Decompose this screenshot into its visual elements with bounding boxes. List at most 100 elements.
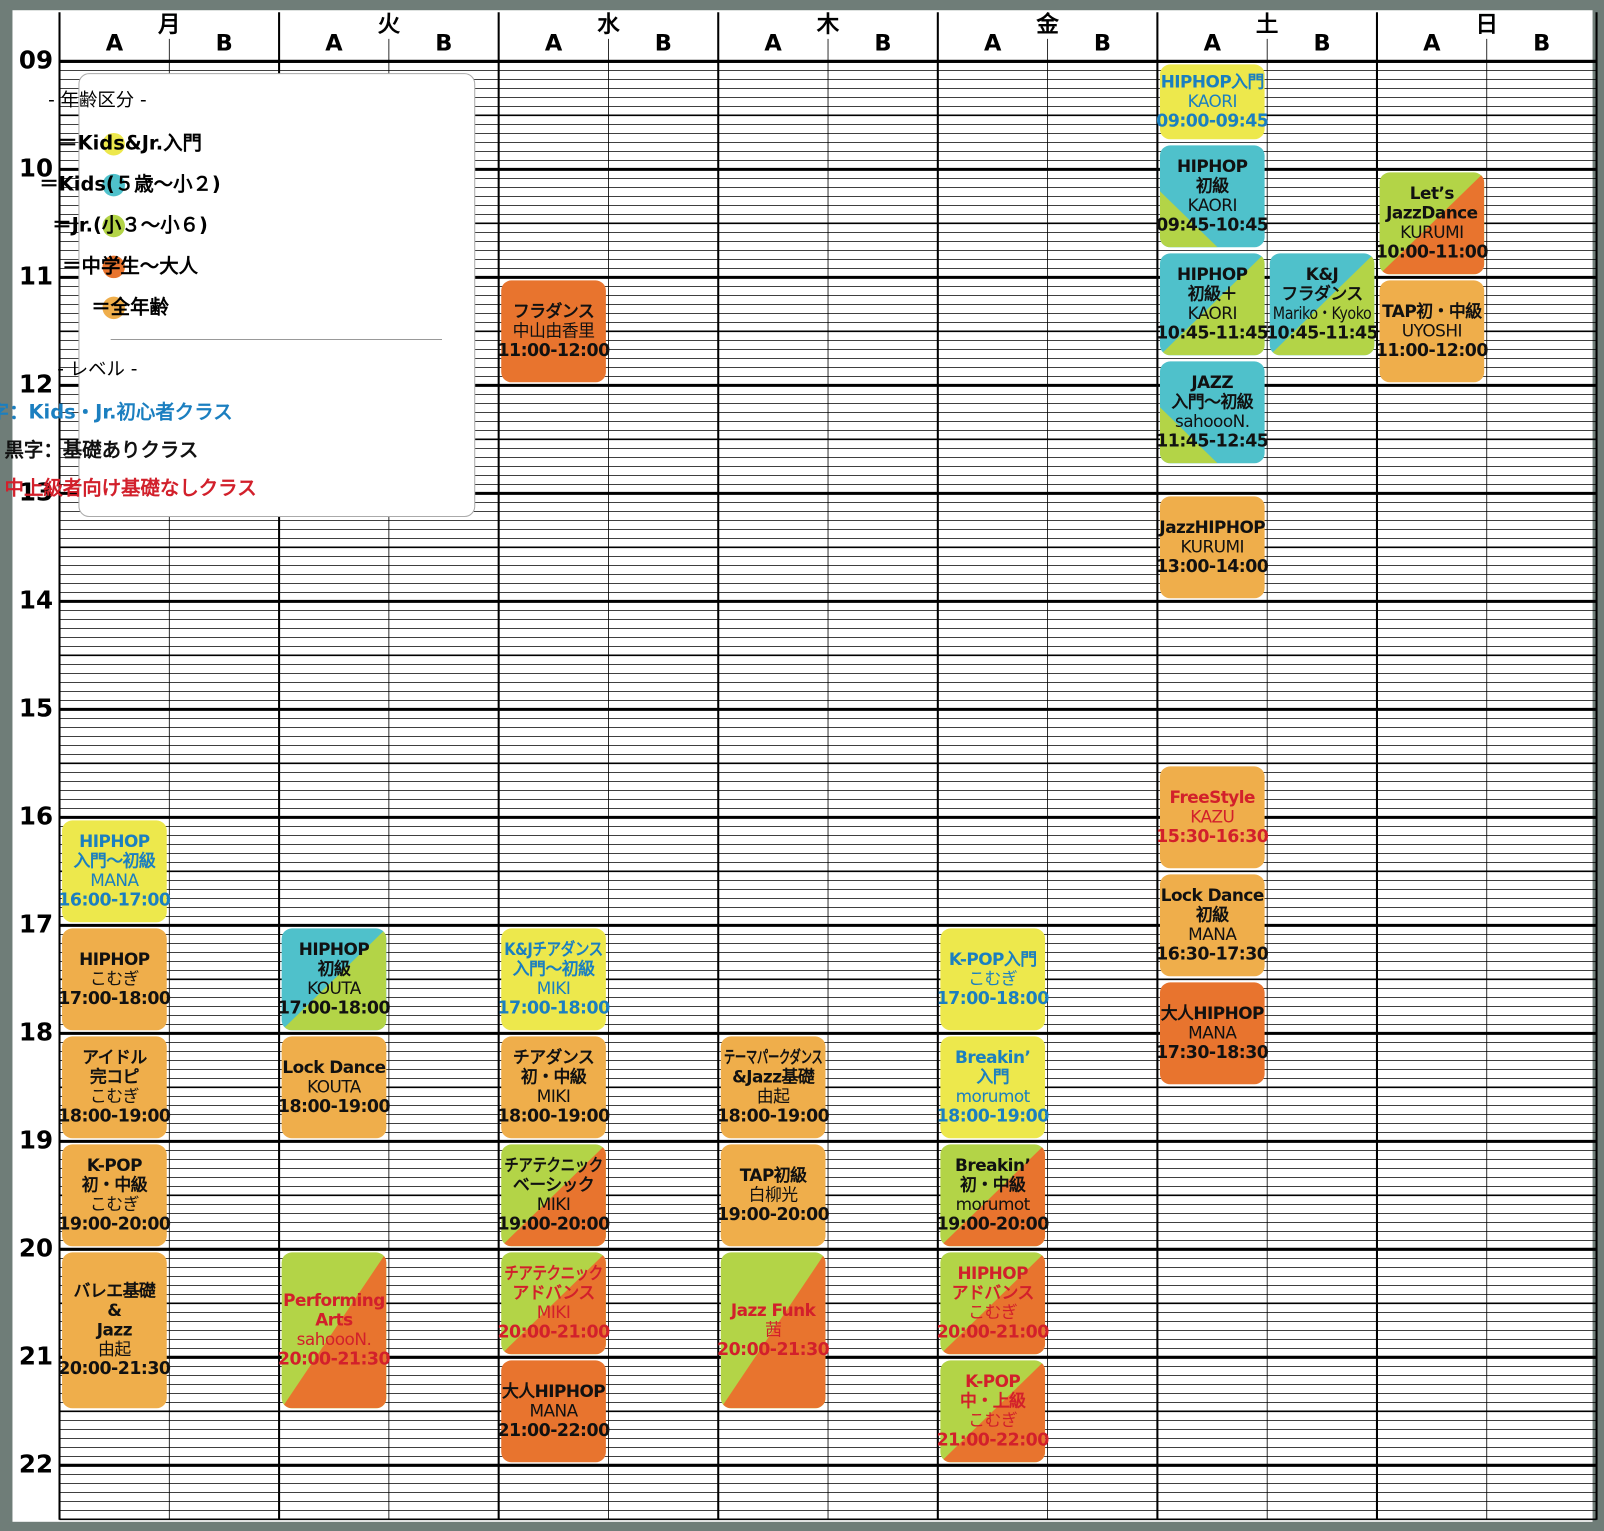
lane-label: A xyxy=(325,30,343,56)
class-title: HIPHOP xyxy=(79,831,150,851)
class-time: 20:00-21:30 xyxy=(278,1349,391,1369)
lane-label: B xyxy=(1314,30,1331,56)
hour-label: 16 xyxy=(19,801,53,830)
class-title: ベーシック xyxy=(513,1175,594,1195)
class-time: 21:00-22:00 xyxy=(497,1421,610,1441)
hour-label: 22 xyxy=(19,1449,53,1478)
legend-label: ＝Kids&Jr.入門 xyxy=(58,132,202,155)
class-title: Let’s xyxy=(1410,183,1455,203)
class-title: 入門〜初級 xyxy=(74,851,156,871)
class-title: テーマパークダンス xyxy=(724,1047,823,1067)
class-instructor: 由起 xyxy=(757,1086,790,1106)
class-box-split xyxy=(1379,172,1485,275)
class-box xyxy=(1159,496,1265,599)
class-time: 10:45-11:45 xyxy=(1156,324,1268,344)
class-box xyxy=(501,1360,606,1463)
class-box xyxy=(1379,280,1485,383)
class-box xyxy=(501,928,606,1031)
lane-label: B xyxy=(1533,30,1550,56)
class-instructor: KOUTA xyxy=(307,1076,362,1096)
class-title: Jazz xyxy=(96,1319,132,1339)
class-time: 11:45-12:45 xyxy=(1156,432,1268,452)
class-box-split xyxy=(1159,407,1218,464)
class-title: フラダンス xyxy=(1281,284,1362,304)
class-time: 10:00-11:00 xyxy=(1376,243,1489,263)
legend-box xyxy=(78,73,476,517)
class-title: 初・中級 xyxy=(960,1175,1026,1195)
lane-label: B xyxy=(216,30,233,56)
lane-label: B xyxy=(874,30,891,56)
class-box xyxy=(1159,982,1265,1085)
class-title: HIPHOP xyxy=(1177,264,1248,284)
class-box-split xyxy=(940,1252,1046,1355)
day-name: 水 xyxy=(597,12,620,38)
class-instructor: こむぎ xyxy=(968,1410,1018,1430)
class-instructor: KURUMI xyxy=(1400,222,1463,242)
class-time: 16:00-17:00 xyxy=(58,890,171,910)
class-title: アドバンス xyxy=(512,1283,594,1303)
hour-label: 09 xyxy=(19,45,53,74)
hour-label: 20 xyxy=(19,1233,53,1262)
class-title: 初級 xyxy=(1196,176,1229,196)
class-title: Breakin’ xyxy=(955,1155,1030,1175)
class-title: 初・中級 xyxy=(521,1067,587,1087)
class-box xyxy=(62,820,167,923)
class-time: 17:00-18:00 xyxy=(937,989,1050,1009)
legend-label: ＝中学生〜大人 xyxy=(62,254,199,277)
class-time: 11:00-12:00 xyxy=(1376,341,1489,361)
lane-label: A xyxy=(1204,30,1222,56)
class-title: TAP初・中級 xyxy=(1382,301,1482,321)
legend-swatch xyxy=(102,214,125,238)
lane-label: A xyxy=(764,30,782,56)
legend-swatch xyxy=(102,296,125,320)
class-title: Performing xyxy=(283,1290,385,1310)
legend-label: ＝Kids(５歳〜小２) xyxy=(39,173,220,196)
class-instructor: 中山由香里 xyxy=(513,320,595,340)
class-title: TAP初級 xyxy=(740,1165,807,1185)
hour-label: 12 xyxy=(19,369,53,398)
class-title: &Jazz基礎 xyxy=(732,1067,815,1087)
class-instructor: MIKI xyxy=(537,1194,571,1214)
class-title: アイドル xyxy=(82,1047,147,1067)
class-title: K-POP xyxy=(87,1155,142,1175)
class-time: 13:00-14:00 xyxy=(1156,557,1269,577)
class-box-split xyxy=(1269,253,1375,356)
legend-swatch xyxy=(102,255,125,279)
class-box xyxy=(501,280,606,383)
class-time: 20:00-21:30 xyxy=(58,1359,171,1379)
class-time: 20:00-21:30 xyxy=(717,1340,830,1360)
class-time: 18:00-19:00 xyxy=(497,1106,610,1126)
day-name: 金 xyxy=(1035,11,1059,38)
class-title: K-POP入門 xyxy=(949,949,1037,969)
class-instructor: 白柳光 xyxy=(749,1184,799,1204)
class-box xyxy=(62,928,167,1031)
class-instructor: こむぎ xyxy=(968,1302,1018,1322)
day-name: 日 xyxy=(1476,12,1498,38)
legend-level: 青字：Kids・Jr.初心者クラス xyxy=(0,401,233,424)
class-title: 初・中級 xyxy=(82,1175,148,1195)
class-time: 18:00-19:00 xyxy=(717,1106,830,1126)
class-instructor: morumot xyxy=(956,1086,1031,1106)
hour-label: 15 xyxy=(19,693,53,722)
day-name: 木 xyxy=(816,12,840,38)
class-time: 19:00-20:00 xyxy=(58,1214,171,1234)
class-title: チアテクニック xyxy=(504,1263,603,1283)
class-title: 初級 xyxy=(318,959,351,979)
lane-label: A xyxy=(545,30,563,56)
class-instructor: こむぎ xyxy=(90,1194,140,1214)
class-time: 11:00-12:00 xyxy=(497,341,610,361)
hour-label: 21 xyxy=(19,1341,53,1370)
class-instructor: sahoooN. xyxy=(1175,411,1250,431)
class-time: 16:30-17:30 xyxy=(1156,944,1269,964)
class-instructor: 茜 xyxy=(765,1319,781,1339)
lane-label: B xyxy=(435,30,452,56)
class-title: バレエ基礎 xyxy=(74,1280,156,1300)
class-time: 21:00-22:00 xyxy=(937,1430,1050,1450)
class-time: 19:00-20:00 xyxy=(937,1214,1050,1234)
class-title: K-POP xyxy=(965,1371,1020,1391)
class-title: 完コピ xyxy=(90,1067,140,1087)
class-box xyxy=(940,928,1046,1031)
class-instructor: MANA xyxy=(1188,924,1237,944)
class-title: K&Jチアダンス xyxy=(504,939,603,959)
class-title: HIPHOP xyxy=(299,939,370,959)
